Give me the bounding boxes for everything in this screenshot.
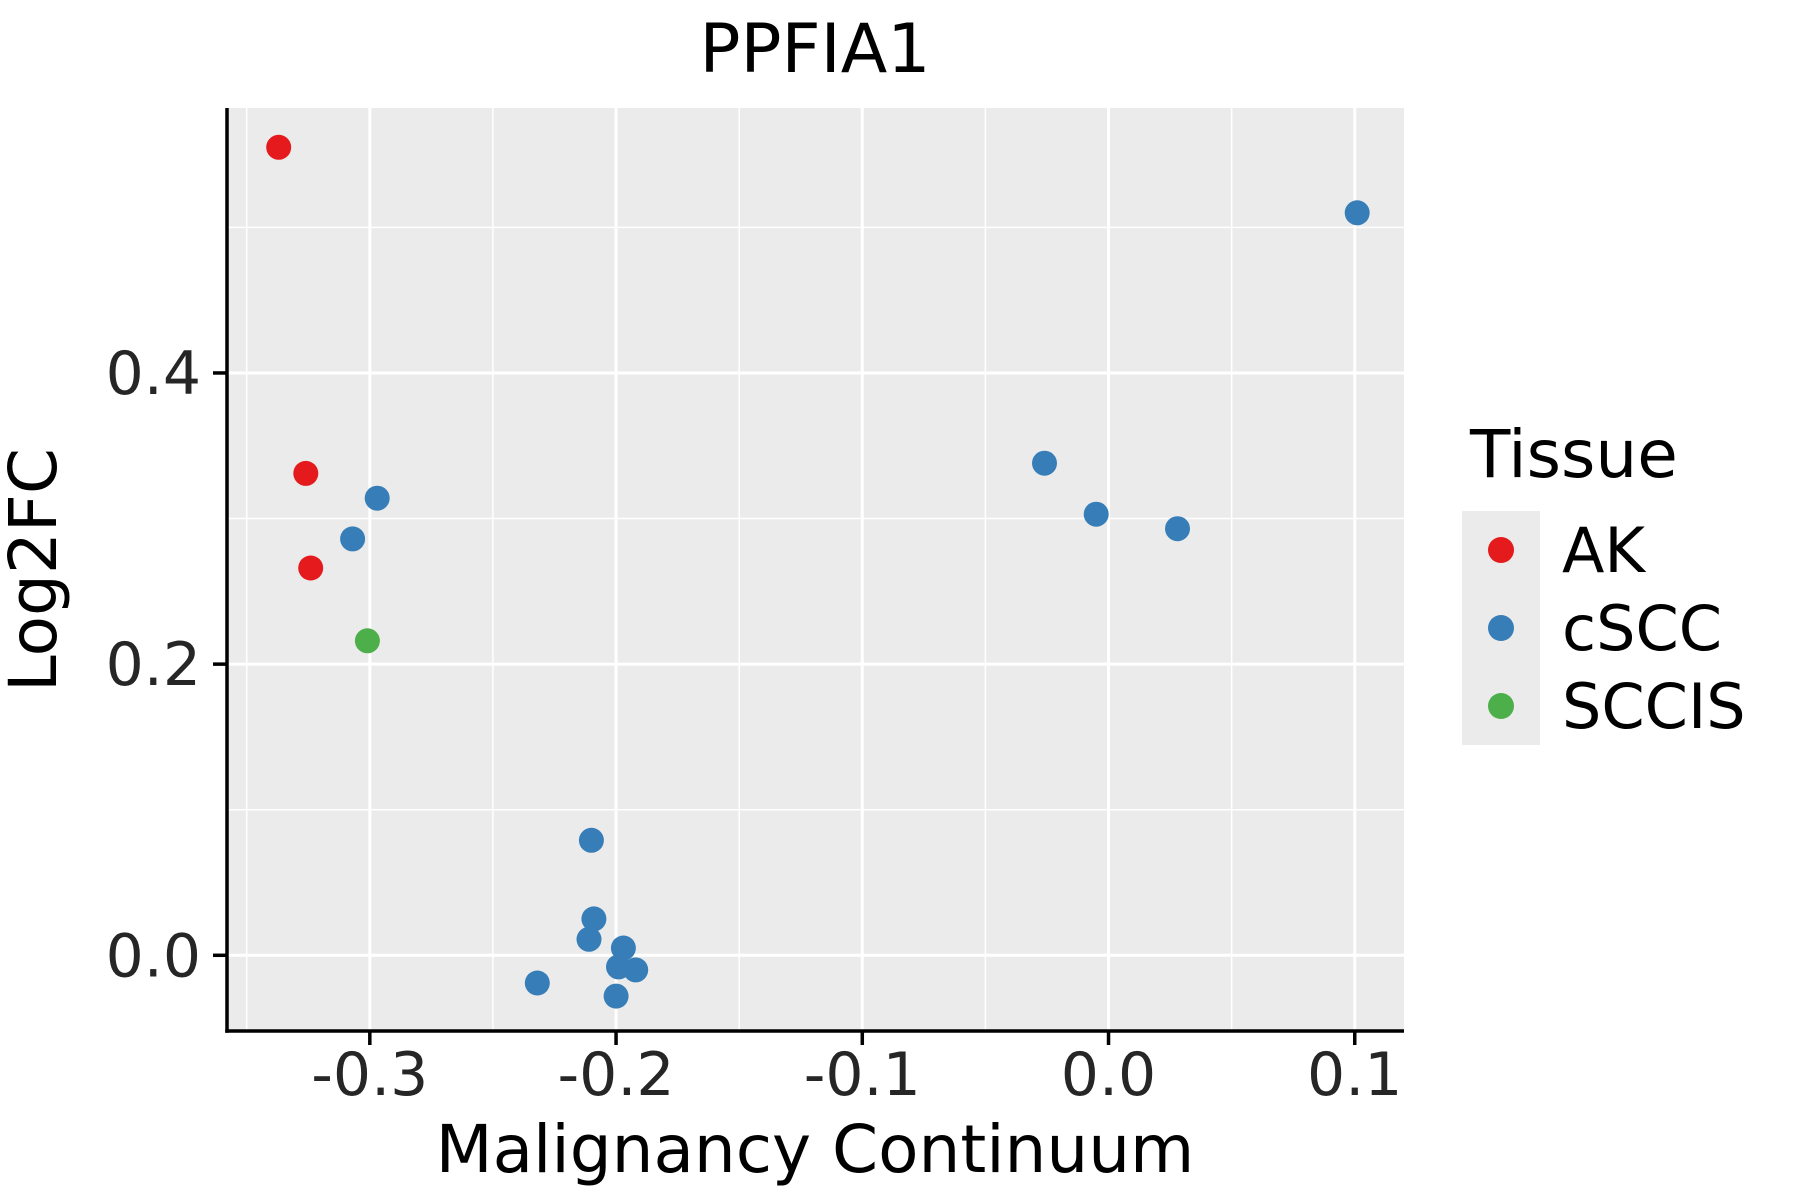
data-point-cscc bbox=[1083, 501, 1109, 527]
data-point-cscc bbox=[578, 827, 604, 853]
data-point-cscc bbox=[603, 983, 629, 1009]
legend-key bbox=[1462, 667, 1540, 745]
legend-key bbox=[1462, 511, 1540, 589]
data-point-cscc bbox=[1165, 516, 1190, 542]
legend-entries: AK cSCC SCCIS bbox=[1462, 511, 1746, 745]
x-tick-label: -0.1 bbox=[804, 1040, 921, 1110]
legend-entry-ak: AK bbox=[1462, 511, 1746, 589]
data-point-cscc bbox=[581, 906, 607, 932]
x-tick-label: -0.3 bbox=[311, 1040, 428, 1110]
x-tick-label: 0.0 bbox=[1061, 1040, 1156, 1110]
y-tick-label: 0.2 bbox=[106, 630, 201, 700]
data-point-cscc bbox=[1344, 200, 1370, 226]
y-tick-label: 0.0 bbox=[106, 921, 201, 991]
legend: Tissue AK cSCC SCCIS bbox=[1462, 416, 1746, 745]
panel-background bbox=[227, 108, 1404, 1031]
legend-label: cSCC bbox=[1562, 591, 1723, 665]
chart-title: PPFIA1 bbox=[700, 10, 931, 89]
data-point-cscc bbox=[610, 935, 636, 961]
data-point-cscc bbox=[576, 926, 602, 952]
legend-dot-sccis bbox=[1488, 693, 1514, 719]
data-point-cscc bbox=[1032, 450, 1057, 476]
legend-label: AK bbox=[1562, 513, 1646, 587]
legend-dot-cscc bbox=[1488, 615, 1514, 641]
data-point-cscc bbox=[340, 526, 366, 552]
x-tick-label: -0.2 bbox=[558, 1040, 675, 1110]
data-point-ak bbox=[298, 555, 324, 581]
x-tick-label: 0.1 bbox=[1307, 1040, 1402, 1110]
data-point-cscc bbox=[623, 957, 649, 983]
data-point-ak bbox=[293, 460, 319, 486]
data-point-cscc bbox=[364, 485, 390, 511]
legend-key bbox=[1462, 589, 1540, 667]
data-point-ak bbox=[266, 134, 292, 160]
legend-dot-ak bbox=[1488, 537, 1514, 563]
legend-label: SCCIS bbox=[1562, 669, 1746, 743]
data-point-cscc bbox=[524, 970, 550, 996]
y-axis-label: Log2FC bbox=[0, 448, 72, 692]
legend-entry-sccis: SCCIS bbox=[1462, 667, 1746, 745]
chart-layers: -0.3 -0.2 -0.1 0.0 0.1 0.0 0.2 0.4 bbox=[106, 108, 1404, 1110]
data-point-sccis bbox=[354, 628, 380, 654]
legend-entry-cscc: cSCC bbox=[1462, 589, 1746, 667]
legend-title: Tissue bbox=[1470, 416, 1678, 493]
x-axis-label: Malignancy Continuum bbox=[436, 1111, 1195, 1188]
y-tick-label: 0.4 bbox=[106, 339, 201, 409]
